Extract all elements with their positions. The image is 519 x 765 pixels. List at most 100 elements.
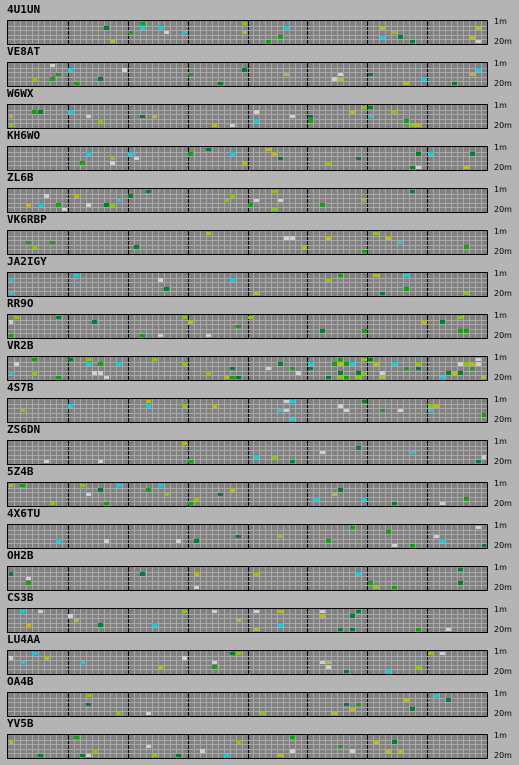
grid-line	[319, 189, 321, 212]
grid-line	[145, 105, 147, 128]
station-callsign: KH6WO	[7, 129, 41, 142]
grid-line	[103, 63, 105, 86]
grid-line	[355, 315, 357, 338]
grid-line	[103, 483, 105, 506]
signal-spot	[415, 362, 421, 366]
signal-spot	[283, 408, 289, 413]
grid-line	[457, 63, 459, 86]
grid-line	[289, 273, 291, 296]
grid-line	[115, 147, 117, 170]
signal-spot	[68, 110, 74, 114]
grid-line	[43, 231, 45, 254]
station-callsign: OA4B	[7, 675, 34, 688]
grid-line	[391, 63, 393, 86]
grid-line	[445, 525, 447, 548]
band-line	[8, 459, 487, 461]
grid-line	[193, 609, 195, 632]
signal-spot	[68, 614, 74, 618]
grid-line	[115, 567, 117, 590]
signal-spot	[134, 245, 140, 249]
grid-line	[169, 357, 171, 380]
grid-line	[253, 147, 255, 170]
grid-line	[379, 651, 381, 674]
signal-spot	[32, 245, 38, 249]
signal-spot	[224, 753, 230, 758]
grid-line	[43, 399, 45, 422]
grid-line	[223, 651, 225, 674]
grid-line	[43, 483, 45, 506]
grid-line	[145, 189, 147, 212]
grid-line	[373, 189, 375, 212]
propagation-grid	[7, 608, 488, 633]
grid-line	[283, 189, 285, 212]
signal-spot	[62, 207, 68, 212]
hour-divider	[127, 735, 129, 758]
grid-line	[475, 525, 477, 548]
grid-line	[295, 399, 297, 422]
hour-divider	[247, 483, 249, 506]
signal-spot	[86, 203, 92, 207]
grid-line	[283, 483, 285, 506]
band-line	[8, 739, 487, 741]
signal-spot	[331, 77, 337, 81]
grid-line	[181, 273, 183, 296]
grid-line	[19, 483, 21, 506]
hour-divider	[127, 189, 129, 212]
hour-divider	[367, 609, 369, 632]
grid-line	[373, 483, 375, 506]
grid-line	[61, 357, 63, 380]
propagation-grid	[7, 272, 488, 297]
grid-line	[103, 189, 105, 212]
grid-line	[283, 21, 285, 44]
station-callsign: 4U1UN	[7, 3, 41, 16]
grid-line	[229, 735, 231, 758]
band-label-top: 1m	[494, 479, 507, 488]
grid-line	[319, 609, 321, 632]
grid-line	[295, 483, 297, 506]
grid-line	[271, 357, 273, 380]
station-callsign: ZS6DN	[7, 423, 41, 436]
grid-line	[217, 609, 219, 632]
grid-line	[469, 21, 471, 44]
station-callsign: RR9O	[7, 297, 34, 310]
signal-spot	[319, 609, 325, 614]
grid-line	[331, 651, 333, 674]
grid-line	[415, 567, 417, 590]
grid-line	[97, 315, 99, 338]
grid-line	[361, 21, 363, 44]
propagation-grid	[7, 734, 488, 759]
band-line	[8, 235, 487, 237]
grid-line	[475, 693, 477, 716]
grid-line	[331, 273, 333, 296]
band-label-bottom: 20m	[494, 289, 512, 298]
grid-line	[229, 273, 231, 296]
hour-divider	[67, 735, 69, 758]
grid-line	[439, 609, 441, 632]
grid-line	[277, 567, 279, 590]
signal-spot	[361, 497, 367, 501]
grid-line	[13, 399, 15, 422]
station-row: YV5B 1m 20m	[0, 717, 519, 760]
band-label-bottom: 20m	[494, 205, 512, 214]
band-line	[8, 160, 487, 162]
grid-line	[469, 441, 471, 464]
hour-divider	[187, 441, 189, 464]
hour-divider	[187, 273, 189, 296]
grid-line	[133, 567, 135, 590]
grid-line	[397, 357, 399, 380]
grid-line	[481, 399, 482, 422]
grid-line	[175, 651, 177, 674]
grid-line	[121, 63, 123, 86]
grid-line	[91, 735, 93, 758]
grid-line	[433, 609, 435, 632]
grid-line	[319, 399, 321, 422]
signal-spot	[38, 609, 44, 614]
grid-line	[289, 735, 291, 758]
grid-line	[421, 483, 423, 506]
grid-line	[97, 147, 99, 170]
grid-line	[223, 357, 225, 380]
grid-line	[61, 273, 63, 296]
signal-spot	[230, 194, 236, 198]
grid-line	[439, 231, 441, 254]
grid-line	[415, 441, 417, 464]
